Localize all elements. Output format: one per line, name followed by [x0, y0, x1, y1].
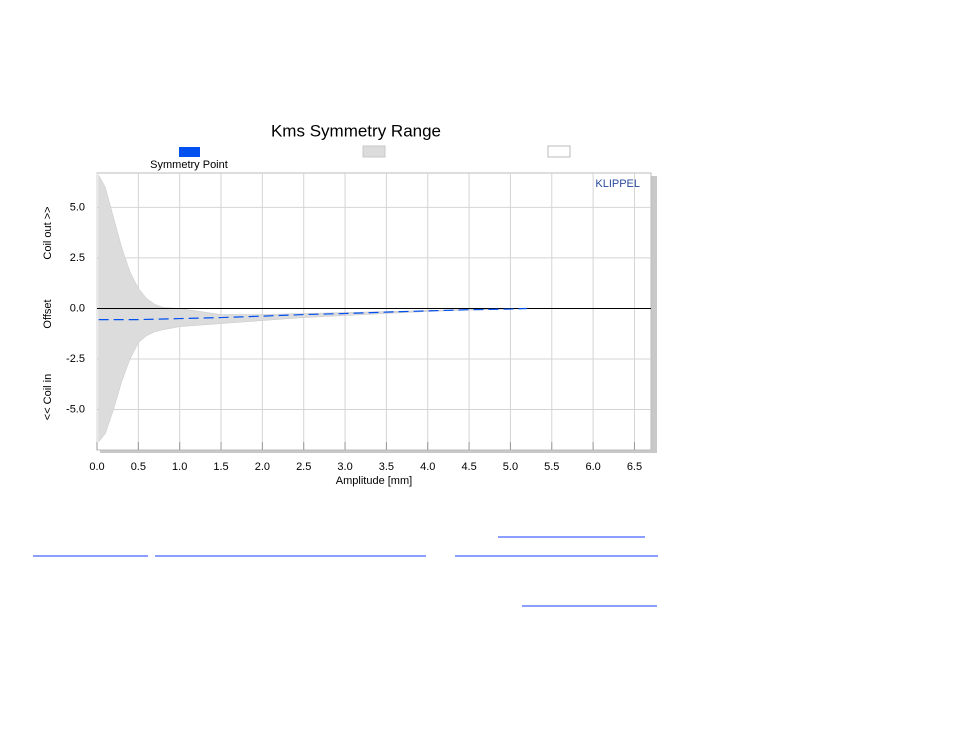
plot-shadow — [100, 450, 657, 453]
x-tick-label: 3.5 — [379, 461, 394, 473]
legend-swatch — [362, 145, 386, 158]
x-tick-label: 6.5 — [627, 461, 642, 473]
x-tick-label: 0.5 — [131, 461, 146, 473]
x-axis-label: Amplitude [mm] — [336, 475, 412, 487]
x-tick-label: 1.5 — [213, 461, 228, 473]
x-tick-label: 3.0 — [337, 461, 352, 473]
y-axis-label: Offset — [42, 299, 54, 328]
plot-layer — [96, 173, 651, 450]
x-tick-label: 0.0 — [89, 461, 104, 473]
y-tick-label: 2.5 — [70, 252, 85, 264]
y-axis-label: Coil out >> — [42, 206, 54, 259]
x-tick-label: 1.0 — [172, 461, 187, 473]
chart-title: Kms Symmetry Range — [271, 121, 441, 140]
legend-swatch — [179, 147, 200, 157]
link-underlines — [33, 536, 658, 607]
plot-shadow — [651, 176, 657, 453]
x-tick-label: 2.0 — [255, 461, 270, 473]
legend-label: Symmetry Point — [150, 159, 228, 171]
x-tick-label: 5.5 — [544, 461, 559, 473]
series-line — [98, 307, 527, 321]
x-tick-label: 4.5 — [461, 461, 476, 473]
y-axis-label: << Coil in — [42, 374, 54, 420]
legend-swatch — [547, 145, 571, 158]
x-tick-label: 5.0 — [503, 461, 518, 473]
x-tick-label: 2.5 — [296, 461, 311, 473]
x-tick-label: 4.0 — [420, 461, 435, 473]
x-tick-label: 6.0 — [585, 461, 600, 473]
y-tick-label: 5.0 — [70, 201, 85, 213]
y-tick-label: -5.0 — [66, 403, 85, 415]
y-tick-label: 0.0 — [70, 302, 85, 314]
watermark: KLIPPEL — [595, 178, 640, 190]
y-tick-label: -2.5 — [66, 353, 85, 365]
